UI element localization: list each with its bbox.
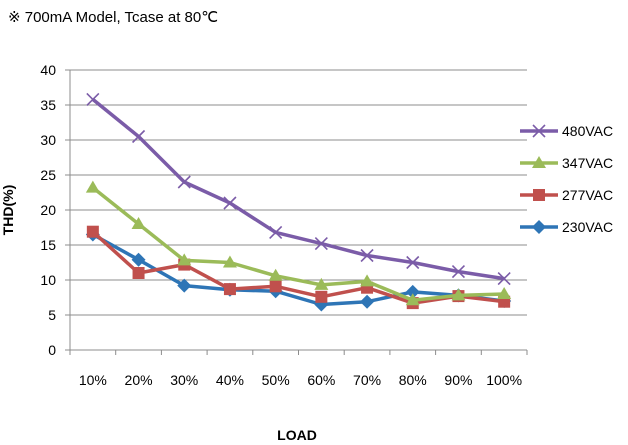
grid-lines	[65, 69, 528, 355]
series-line-230VAC	[92, 232, 505, 307]
data-point-480VAC	[177, 175, 191, 189]
data-point-277VAC	[269, 280, 282, 293]
data-point-230VAC	[405, 284, 420, 299]
data-point-480VAC	[269, 225, 283, 239]
data-point-230VAC	[177, 278, 192, 293]
data-point-480VAC	[406, 255, 420, 270]
legend-label-480VAC: 480VAC	[562, 123, 613, 139]
data-point-347VAC	[222, 255, 237, 268]
x-tick-label: 30%	[170, 372, 198, 388]
data-point-480VAC	[131, 129, 146, 144]
data-point-347VAC	[131, 217, 146, 229]
data-point-347VAC	[405, 293, 420, 306]
x-tick-label: 70%	[353, 372, 381, 388]
data-point-480VAC	[360, 248, 374, 263]
x-tick-label: 50%	[262, 372, 290, 388]
data-point-347VAC	[497, 287, 512, 299]
y-tick-label: 10	[40, 272, 56, 288]
legend-marker-347VAC	[532, 156, 546, 168]
chart-note: ※ 700mA Model, Tcase at 80℃	[8, 9, 219, 26]
data-point-347VAC	[268, 268, 283, 281]
data-point-480VAC	[497, 272, 511, 286]
y-tick-label: 15	[40, 237, 56, 253]
legend-label-230VAC: 230VAC	[562, 219, 613, 235]
series-line-347VAC	[91, 186, 505, 303]
data-point-230VAC	[360, 294, 375, 309]
data-point-230VAC	[131, 252, 146, 267]
x-tick-label: 60%	[307, 372, 335, 388]
data-point-277VAC	[86, 225, 99, 238]
data-point-480VAC	[223, 196, 237, 210]
x-tick-label: 10%	[79, 372, 107, 388]
data-point-347VAC	[360, 274, 375, 287]
x-tick-label: 40%	[216, 372, 244, 388]
data-point-277VAC	[223, 283, 236, 296]
data-point-480VAC	[451, 265, 466, 279]
y-tick-label: 0	[48, 342, 56, 358]
y-tick-label: 25	[40, 167, 56, 183]
y-axis-ticks: 0 5 10 15 20 25 30 35 40	[40, 62, 56, 358]
y-tick-label: 20	[40, 202, 56, 218]
y-tick-label: 35	[40, 97, 56, 113]
legend-label-347VAC: 347VAC	[562, 155, 613, 171]
data-point-347VAC	[85, 180, 100, 193]
y-tick-label: 30	[40, 132, 56, 148]
x-tick-label: 80%	[399, 372, 427, 388]
y-tick-label: 40	[40, 62, 56, 78]
y-axis-title: THD(%)	[0, 185, 16, 236]
y-tick-label: 5	[48, 307, 56, 323]
x-tick-label: 90%	[444, 372, 472, 388]
legend-marker-230VAC	[532, 220, 546, 234]
x-axis-ticks: 10% 20% 30% 40% 50% 60% 70% 80% 90% 100%	[79, 372, 522, 388]
legend-marker-480VAC	[532, 124, 546, 138]
x-tick-label: 20%	[125, 372, 153, 388]
legend-label-277VAC: 277VAC	[562, 187, 613, 203]
data-point-347VAC	[451, 288, 466, 301]
legend-marker-277VAC	[533, 189, 545, 201]
x-tick-label: 100%	[486, 372, 522, 388]
data-point-277VAC	[315, 290, 328, 303]
data-point-347VAC	[177, 253, 192, 266]
data-point-277VAC	[132, 267, 145, 279]
series-group	[85, 92, 512, 312]
data-point-480VAC	[86, 92, 100, 106]
data-point-347VAC	[314, 277, 329, 290]
x-axis-title: LOAD	[277, 427, 317, 443]
legend: 480VAC 347VAC 277VAC 230VAC	[520, 123, 613, 235]
data-point-480VAC	[314, 237, 328, 251]
series-line-480VAC	[91, 98, 505, 281]
